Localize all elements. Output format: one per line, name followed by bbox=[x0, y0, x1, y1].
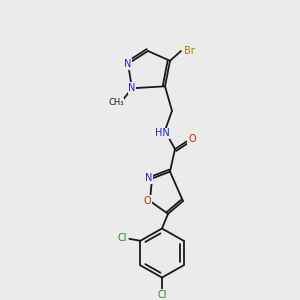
Text: Cl: Cl bbox=[157, 290, 167, 300]
Text: O: O bbox=[188, 134, 196, 144]
Text: N: N bbox=[128, 83, 136, 93]
Text: Cl: Cl bbox=[118, 233, 127, 243]
Text: N: N bbox=[145, 173, 153, 184]
Text: O: O bbox=[143, 196, 151, 206]
Text: CH₃: CH₃ bbox=[108, 98, 124, 107]
Text: Br: Br bbox=[184, 46, 194, 56]
Text: HN: HN bbox=[154, 128, 169, 138]
Text: N: N bbox=[124, 59, 132, 69]
